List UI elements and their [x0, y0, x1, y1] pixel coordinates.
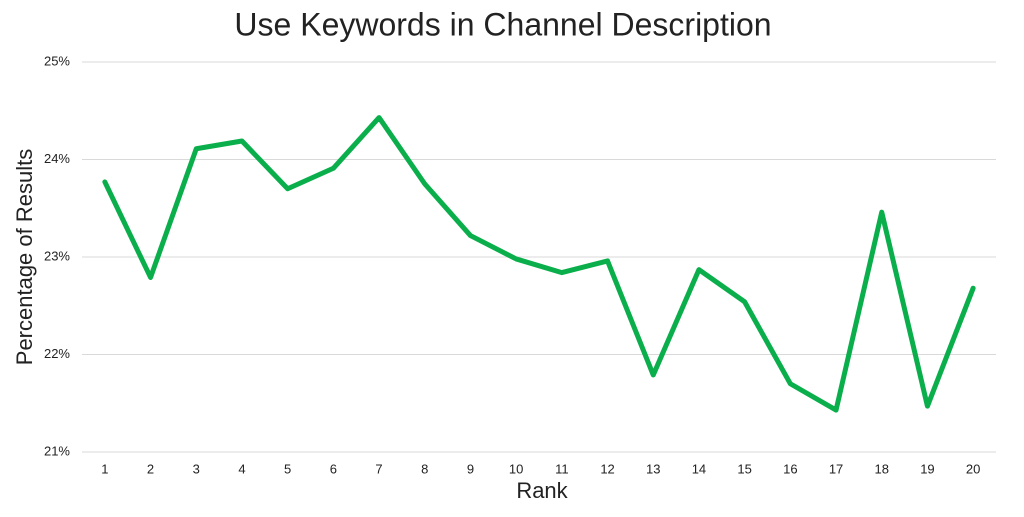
- y-tick-label: 25%: [44, 53, 70, 68]
- x-tick-label: 11: [555, 461, 569, 476]
- x-tick-label: 9: [467, 461, 474, 476]
- x-tick-label: 16: [783, 461, 797, 476]
- x-tick-label: 12: [600, 461, 614, 476]
- x-tick-label: 1: [101, 461, 108, 476]
- x-axis-label: Rank: [516, 478, 568, 503]
- y-tick-label: 24%: [44, 151, 70, 166]
- x-tick-label: 2: [147, 461, 154, 476]
- data-line: [102, 115, 976, 413]
- x-tick-label: 17: [829, 461, 843, 476]
- x-tick-label: 19: [920, 461, 934, 476]
- x-tick-label: 6: [330, 461, 337, 476]
- y-axis-label: Percentage of Results: [12, 149, 37, 365]
- x-tick-label: 14: [692, 461, 706, 476]
- x-tick-label: 20: [966, 461, 980, 476]
- x-tick-label: 7: [375, 461, 382, 476]
- y-tick-label: 21%: [44, 443, 70, 458]
- x-tick-label: 8: [421, 461, 428, 476]
- chart-title: Use Keywords in Channel Description: [234, 6, 771, 42]
- x-tick-label: 10: [509, 461, 523, 476]
- y-tick-label: 22%: [44, 346, 70, 361]
- x-tick-label: 4: [238, 461, 245, 476]
- x-tick-label: 18: [875, 461, 889, 476]
- x-tick-label: 13: [646, 461, 660, 476]
- x-tick-label: 5: [284, 461, 291, 476]
- y-tick-label: 23%: [44, 248, 70, 263]
- x-tick-label: 15: [737, 461, 751, 476]
- x-tick-label: 3: [193, 461, 200, 476]
